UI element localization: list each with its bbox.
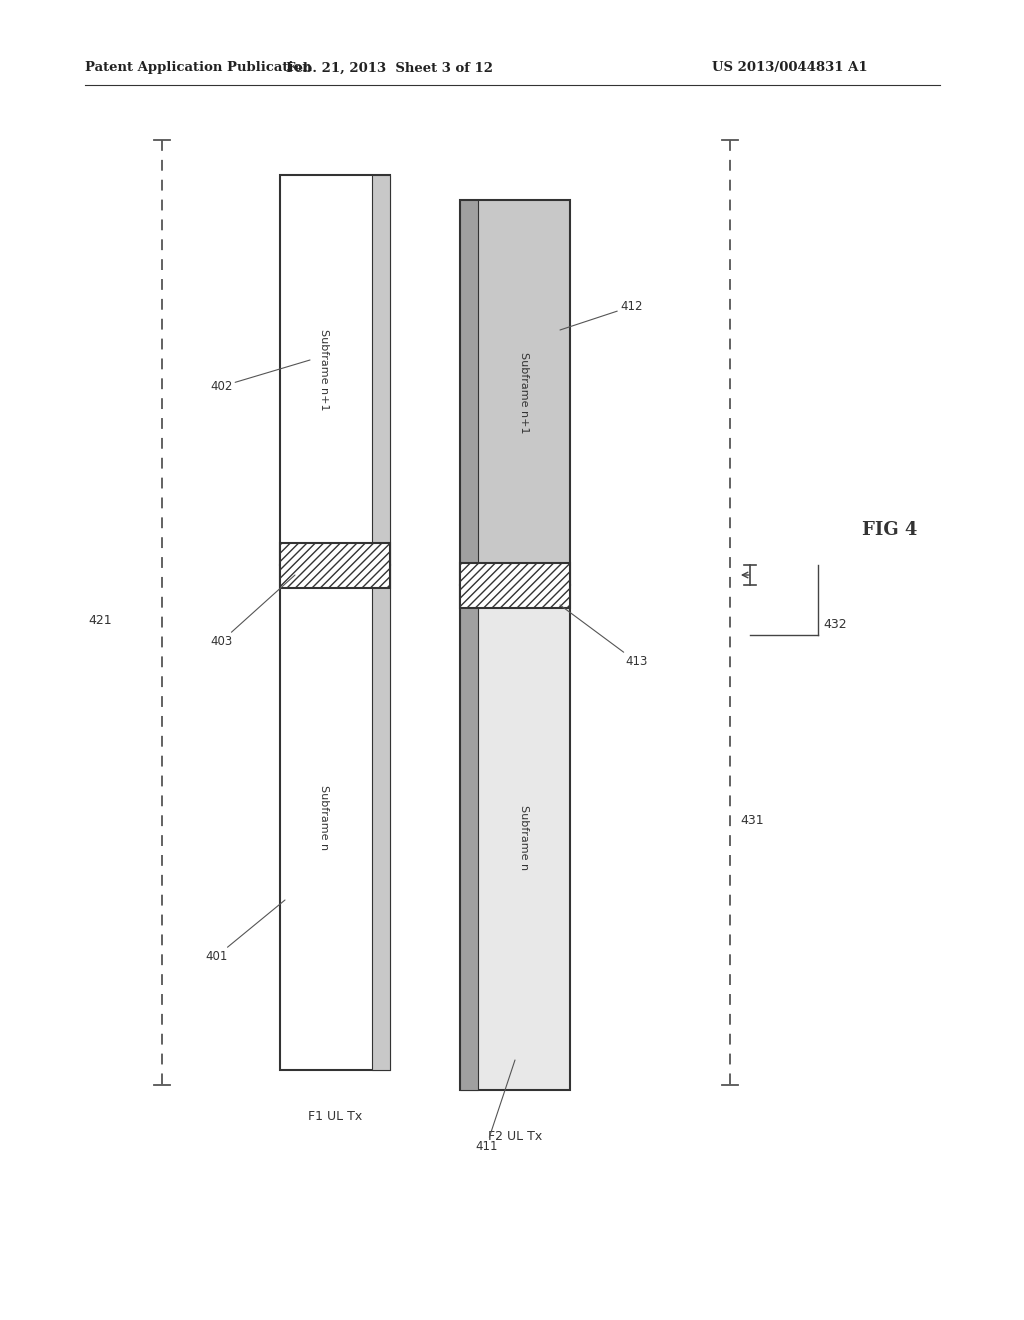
Bar xyxy=(372,176,390,1071)
Bar xyxy=(280,176,390,565)
Text: 413: 413 xyxy=(560,605,647,668)
Text: 411: 411 xyxy=(475,1060,515,1152)
Bar xyxy=(280,543,390,587)
Text: 412: 412 xyxy=(560,300,642,330)
Text: 431: 431 xyxy=(740,813,764,826)
Text: Subframe n+1: Subframe n+1 xyxy=(519,351,529,433)
Text: Subframe n: Subframe n xyxy=(319,785,329,850)
Text: FIG 4: FIG 4 xyxy=(862,521,918,539)
Text: 403: 403 xyxy=(210,576,295,648)
Bar xyxy=(460,201,478,1090)
Text: 402: 402 xyxy=(210,360,310,393)
Text: F2 UL Tx: F2 UL Tx xyxy=(487,1130,542,1143)
Bar xyxy=(280,565,390,1071)
Text: Subframe n+1: Subframe n+1 xyxy=(319,329,329,411)
Text: 432: 432 xyxy=(823,619,847,631)
Text: F1 UL Tx: F1 UL Tx xyxy=(308,1110,362,1123)
Bar xyxy=(460,564,570,609)
Bar xyxy=(460,585,570,1090)
Text: Patent Application Publication: Patent Application Publication xyxy=(85,62,311,74)
Text: 401: 401 xyxy=(205,900,285,964)
Text: Feb. 21, 2013  Sheet 3 of 12: Feb. 21, 2013 Sheet 3 of 12 xyxy=(287,62,494,74)
Text: Subframe n: Subframe n xyxy=(519,805,529,870)
Bar xyxy=(460,201,570,585)
Text: 421: 421 xyxy=(88,614,112,627)
Text: US 2013/0044831 A1: US 2013/0044831 A1 xyxy=(712,62,867,74)
